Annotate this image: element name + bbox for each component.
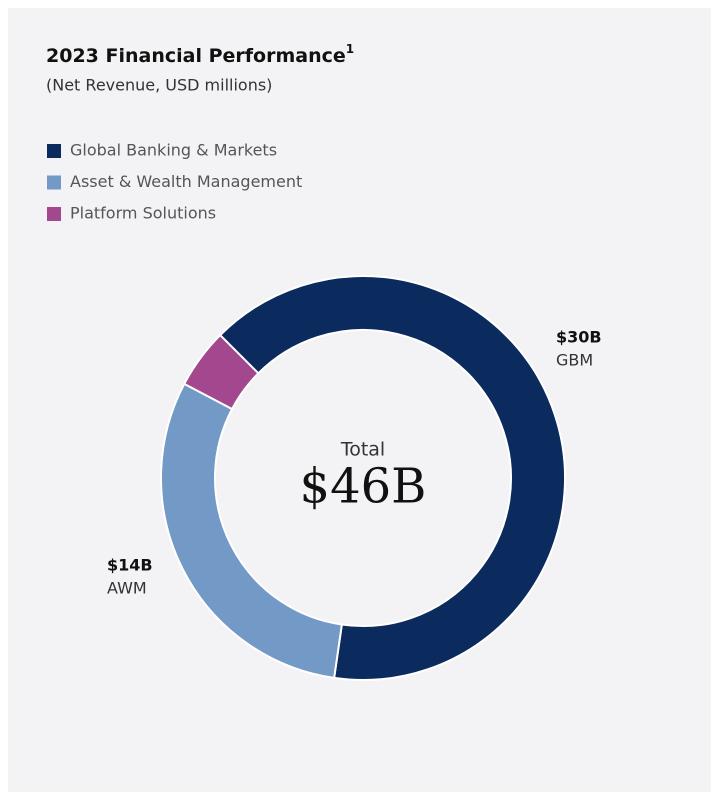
total-value: $46B bbox=[300, 459, 427, 515]
donut-segment bbox=[160, 382, 343, 680]
donut-segment bbox=[182, 333, 260, 411]
segment-name: AWM bbox=[107, 579, 147, 598]
legend-label: Global Banking & Markets bbox=[70, 141, 277, 160]
chart-title: 2023 Financial Performance1 bbox=[46, 42, 354, 67]
value-label: $30B bbox=[556, 328, 602, 347]
title-footnote: 1 bbox=[346, 42, 354, 56]
segment-name: GBM bbox=[556, 351, 593, 370]
donut bbox=[160, 275, 566, 681]
chart-subtitle: (Net Revenue, USD millions) bbox=[46, 76, 272, 95]
legend: Global Banking & Markets Asset & Wealth M… bbox=[47, 141, 302, 223]
value-label: $14B bbox=[107, 556, 153, 575]
title-text: 2023 Financial Performance bbox=[46, 45, 346, 67]
legend-swatch bbox=[47, 175, 61, 190]
legend-label: Platform Solutions bbox=[70, 204, 216, 223]
legend-swatch bbox=[47, 207, 61, 221]
total-caption: Total bbox=[340, 439, 385, 461]
legend-swatch bbox=[47, 144, 61, 158]
legend-label: Asset & Wealth Management bbox=[70, 172, 302, 191]
donut-segment bbox=[218, 275, 566, 681]
